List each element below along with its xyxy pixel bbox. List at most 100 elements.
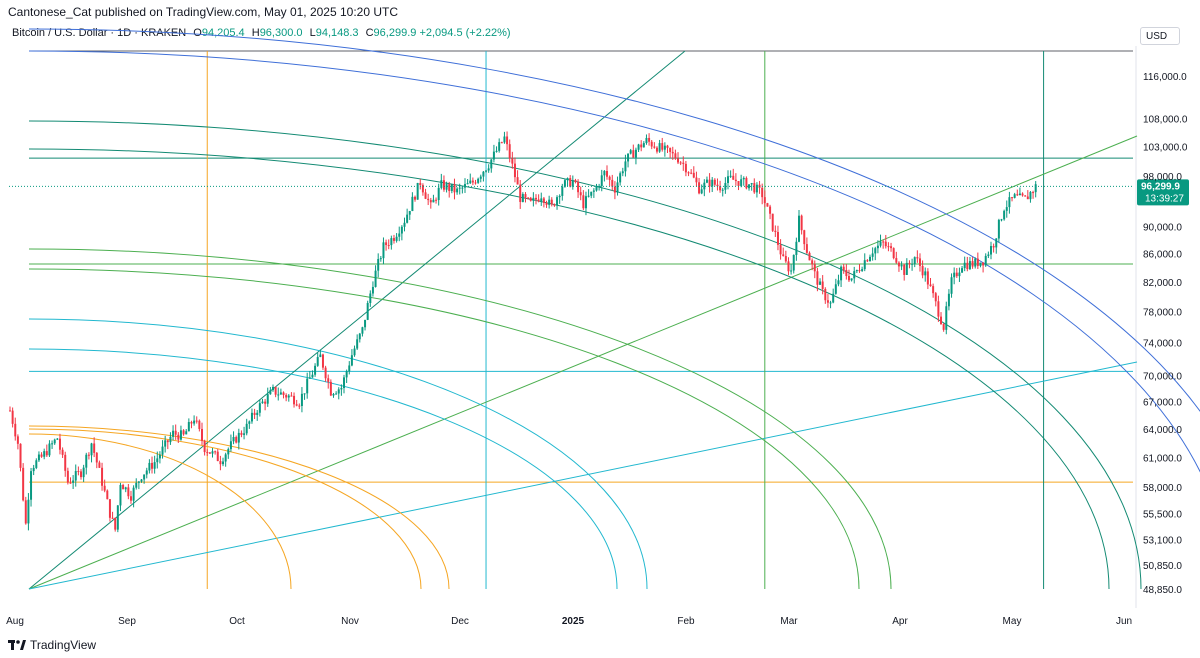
candle-up	[403, 222, 406, 227]
candle-up	[748, 184, 751, 189]
candle-down	[613, 186, 616, 193]
candle-down	[129, 496, 132, 501]
candle-up	[598, 185, 601, 187]
candle-down	[921, 265, 924, 276]
candle-down	[1026, 196, 1029, 200]
y-axis-tick-label: 90,000.0	[1143, 223, 1182, 234]
candle-down	[708, 179, 711, 187]
candle-down	[648, 137, 651, 142]
candle-down	[684, 163, 687, 173]
candle-down	[737, 181, 740, 186]
high-label: H	[251, 27, 260, 39]
candle-down	[93, 443, 96, 453]
candle-up	[74, 471, 77, 481]
candle-up	[947, 293, 950, 307]
candle-up	[90, 443, 93, 456]
candle-down	[435, 199, 438, 201]
candle-down	[414, 196, 417, 200]
candle-up	[853, 271, 856, 279]
candle-down	[734, 179, 737, 182]
candle-down	[779, 244, 782, 255]
bar-countdown-label: 13:39:27	[1145, 193, 1184, 204]
close-label: C	[365, 27, 374, 39]
candle-up	[950, 277, 953, 294]
candle-down	[763, 197, 766, 204]
candle-down	[537, 199, 540, 202]
candle-down	[427, 198, 430, 201]
low-value: 94,148.3	[315, 27, 359, 39]
candle-up	[458, 187, 461, 189]
candle-down	[745, 177, 748, 189]
candle-up	[616, 182, 619, 193]
candle-up	[587, 195, 590, 197]
candle-down	[674, 153, 677, 159]
candle-up	[340, 388, 343, 390]
candle-up	[137, 481, 140, 483]
candle-up	[477, 178, 480, 183]
candle-down	[918, 258, 921, 266]
candle-up	[729, 175, 732, 177]
candle-down	[692, 172, 695, 178]
gann-arc	[28, 348, 618, 590]
candle-up	[185, 431, 188, 435]
open-label: O	[193, 27, 202, 39]
candle-up	[132, 487, 135, 501]
candle-up	[987, 254, 990, 256]
candle-down	[442, 180, 445, 190]
candle-down	[98, 462, 101, 468]
candle-down	[166, 440, 169, 443]
candle-down	[690, 172, 693, 174]
candle-down	[19, 443, 22, 468]
candle-up	[1008, 197, 1011, 208]
candle-down	[421, 185, 424, 193]
candle-down	[429, 200, 432, 203]
candle-down	[282, 392, 285, 395]
candle-down	[542, 198, 545, 203]
y-axis-tick-label: 78,000.0	[1143, 307, 1182, 318]
candle-up	[411, 196, 414, 212]
candle-down	[208, 452, 211, 454]
candle-up	[237, 432, 240, 443]
candle-up	[382, 242, 385, 259]
candle-up	[35, 460, 38, 468]
candle-down	[669, 147, 672, 152]
candle-down	[937, 301, 940, 317]
candle-up	[1005, 207, 1008, 211]
candle-up	[358, 333, 361, 340]
y-axis-tick-label: 103,000.0	[1143, 143, 1188, 154]
low-label: L	[309, 27, 316, 39]
candle-down	[471, 180, 474, 183]
candle-down	[392, 238, 395, 241]
candle-down	[203, 440, 206, 453]
candle-up	[374, 270, 377, 287]
candle-down	[640, 144, 643, 148]
candle-up	[979, 262, 982, 266]
symbol-title[interactable]: Bitcoin / U.S. Dollar · 1D · KRAKEN	[12, 27, 187, 39]
candle-down	[992, 246, 995, 248]
candle-up	[48, 443, 51, 456]
candle-down	[529, 197, 532, 201]
candle-up	[755, 184, 758, 193]
candle-down	[545, 202, 548, 205]
candle-down	[182, 430, 185, 435]
candle-down	[782, 254, 785, 256]
candle-down	[982, 262, 985, 266]
candle-up	[703, 182, 706, 190]
candle-up	[398, 233, 401, 237]
candle-down	[890, 246, 893, 249]
candle-up	[603, 170, 606, 176]
candle-up	[400, 226, 403, 234]
candle-up	[521, 194, 524, 202]
x-axis-tick-label: Apr	[892, 616, 908, 627]
candle-up	[456, 188, 459, 193]
x-axis-tick-label: Jun	[1116, 616, 1132, 627]
candle-down	[45, 451, 48, 456]
candle-down	[971, 261, 974, 267]
candle-down	[574, 180, 577, 183]
candle-down	[108, 499, 111, 518]
candle-up	[619, 173, 622, 183]
candle-up	[829, 302, 832, 304]
y-axis-tick-label: 116,000.0	[1143, 72, 1187, 83]
currency-selector[interactable]: USD	[1140, 27, 1180, 45]
